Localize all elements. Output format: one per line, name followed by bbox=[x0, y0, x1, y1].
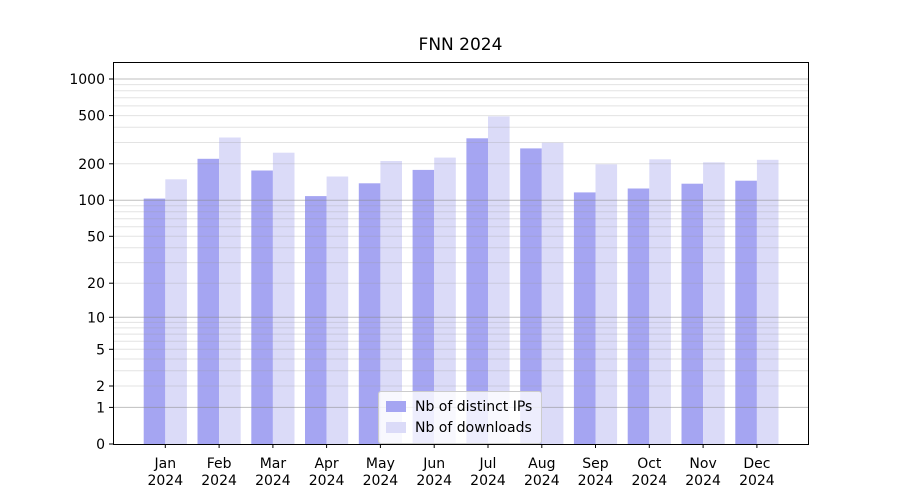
x-tick-label-year: 2024 bbox=[578, 473, 614, 489]
bar-downloads-Feb bbox=[219, 137, 241, 444]
y-tick-label: 20 bbox=[87, 276, 105, 292]
bar-distinct-ips-Apr bbox=[305, 196, 327, 444]
y-tick-label: 50 bbox=[87, 229, 105, 245]
x-tick-label-month: Dec bbox=[743, 456, 770, 472]
x-tick-label-year: 2024 bbox=[685, 473, 721, 489]
bar-distinct-ips-Nov bbox=[681, 183, 704, 444]
y-tick-label: 1000 bbox=[69, 72, 105, 88]
y-tick-label: 2 bbox=[96, 379, 105, 395]
bar-downloads-Sep bbox=[595, 164, 618, 445]
x-tick-label-year: 2024 bbox=[631, 473, 667, 489]
x-tick-label-month: Feb bbox=[207, 456, 232, 472]
bar-distinct-ips-Dec bbox=[735, 180, 757, 444]
bar-downloads-Apr bbox=[326, 176, 349, 444]
grid-minor bbox=[113, 84, 808, 387]
bar-distinct-ips-Aug bbox=[520, 148, 542, 444]
x-tick-label-year: 2024 bbox=[363, 473, 399, 489]
bar-distinct-ips-May bbox=[358, 183, 381, 445]
bar-distinct-ips-Jul bbox=[466, 138, 488, 445]
x-tick-label-month: Apr bbox=[314, 456, 338, 472]
y-tick-label: 10 bbox=[87, 310, 105, 326]
legend-swatch-distinct-ips bbox=[386, 401, 406, 412]
y-tick-label: 100 bbox=[78, 193, 105, 209]
legend-swatch-downloads bbox=[386, 422, 406, 433]
plot-border bbox=[113, 62, 809, 445]
legend-item-downloads: Nb of downloads bbox=[386, 417, 532, 438]
legend-label-distinct-ips: Nb of distinct IPs bbox=[415, 398, 533, 415]
bar-downloads-Oct bbox=[649, 159, 671, 445]
bars bbox=[143, 116, 779, 445]
x-tick-label-month: May bbox=[366, 456, 395, 472]
x-tick-label-month: Jan bbox=[154, 456, 177, 472]
bar-downloads-Jul bbox=[488, 116, 510, 445]
legend-label-downloads: Nb of downloads bbox=[415, 419, 532, 436]
bar-downloads-Dec bbox=[756, 159, 779, 445]
x-axis: Jan2024Feb2024Mar2024Apr2024May2024Jun20… bbox=[147, 444, 775, 489]
x-tick-label-year: 2024 bbox=[309, 473, 345, 489]
bar-downloads-Jan bbox=[165, 179, 187, 445]
x-tick-label-year: 2024 bbox=[524, 473, 560, 489]
x-tick-label-month: Oct bbox=[637, 456, 662, 472]
legend: Nb of distinct IPs Nb of downloads bbox=[378, 391, 543, 444]
bar-distinct-ips-Mar bbox=[251, 170, 273, 444]
bar-distinct-ips-Jan bbox=[143, 198, 166, 444]
legend-item-distinct-ips: Nb of distinct IPs bbox=[386, 396, 532, 417]
bar-downloads-May bbox=[380, 161, 402, 444]
chart-title: FNN 2024 bbox=[418, 35, 503, 55]
y-tick-label: 1 bbox=[96, 400, 105, 416]
bar-downloads-Mar bbox=[272, 152, 295, 444]
y-axis: 0 1 2 5 10 20 50 100 200 500 1000 bbox=[69, 72, 113, 453]
y-tick-label: 5 bbox=[96, 342, 105, 358]
x-tick-label-month: Mar bbox=[260, 456, 287, 472]
bar-downloads-Jun bbox=[434, 157, 456, 444]
x-tick-label-year: 2024 bbox=[416, 473, 452, 489]
y-tick-label: 200 bbox=[78, 157, 105, 173]
x-tick-label-month: Jul bbox=[479, 456, 497, 472]
bar-downloads-Nov bbox=[703, 162, 725, 445]
x-tick-label-year: 2024 bbox=[201, 473, 237, 489]
x-tick-label-year: 2024 bbox=[470, 473, 506, 489]
x-tick-label-year: 2024 bbox=[739, 473, 775, 489]
x-tick-label-year: 2024 bbox=[255, 473, 291, 489]
bar-downloads-Aug bbox=[541, 142, 564, 444]
x-tick-label-month: Sep bbox=[582, 456, 609, 472]
x-tick-label-month: Aug bbox=[528, 456, 555, 472]
bar-distinct-ips-Jun bbox=[412, 169, 435, 444]
bar-distinct-ips-Feb bbox=[197, 158, 220, 445]
y-tick-label: 500 bbox=[78, 109, 105, 125]
x-tick-label-month: Nov bbox=[689, 456, 716, 472]
bar-distinct-ips-Oct bbox=[627, 188, 650, 444]
bar-distinct-ips-Sep bbox=[573, 192, 596, 444]
x-tick-label-year: 2024 bbox=[147, 473, 183, 489]
y-tick-label: 0 bbox=[96, 437, 105, 453]
x-tick-label-month: Jun bbox=[422, 456, 445, 472]
